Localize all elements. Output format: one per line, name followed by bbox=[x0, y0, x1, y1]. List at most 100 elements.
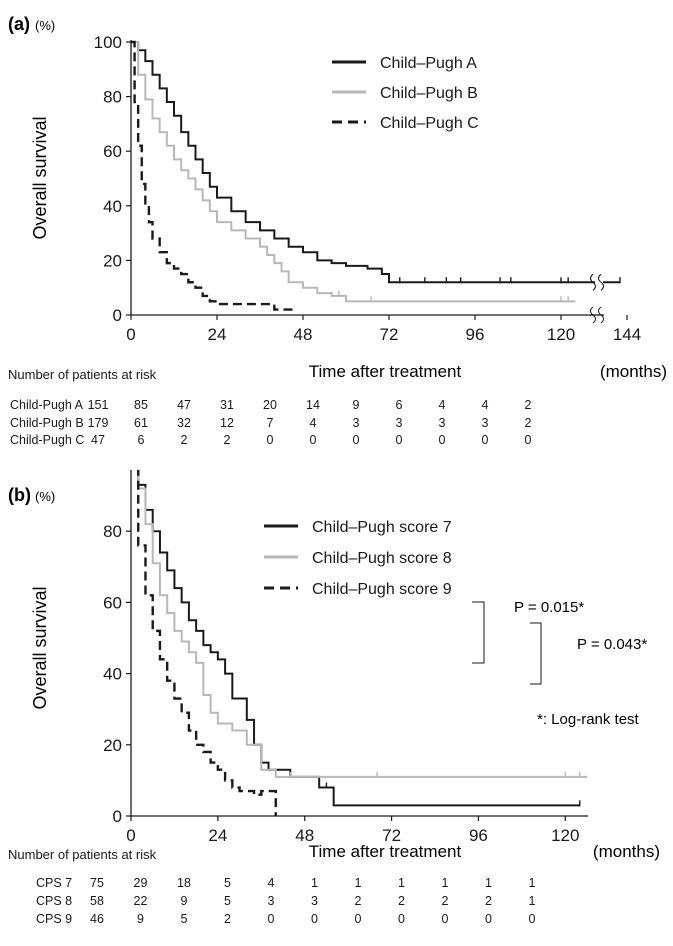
panel-b: (b) (%) Overall survival Time after trea… bbox=[0, 470, 673, 946]
risk-count: 1 bbox=[528, 876, 536, 890]
risk-count: 0 bbox=[485, 912, 492, 926]
risk-count: 0 bbox=[441, 912, 449, 926]
risk-row-label: Child-Pugh B bbox=[10, 415, 84, 430]
risk-count: 5 bbox=[224, 894, 231, 908]
risk-count: 3 bbox=[267, 894, 275, 908]
legend-label: Child–Pugh score 9 bbox=[312, 581, 452, 598]
risk-count: 1 bbox=[398, 876, 405, 890]
x-tick-label: 72 bbox=[380, 325, 399, 344]
risk-count: 0 bbox=[311, 912, 318, 926]
risk-count: 9 bbox=[137, 912, 144, 926]
risk-row: Child-Pugh C 47 6 2 2 0 0 0 0 0 0 0 bbox=[0, 433, 673, 451]
p-bracket-7-8 bbox=[530, 622, 542, 685]
risk-count: 12 bbox=[220, 415, 234, 430]
risk-row-label: CPS 8 bbox=[36, 894, 73, 908]
survival-chart-a: (a) (%) Overall survival Time after trea… bbox=[8, 14, 667, 381]
risk-count: 5 bbox=[224, 876, 231, 890]
risk-count: 2 bbox=[398, 894, 405, 908]
risk-count: 3 bbox=[352, 415, 360, 430]
risk-count: 4 bbox=[438, 398, 446, 412]
risk-count: 9 bbox=[352, 398, 360, 412]
legend-label: Child–Pugh score 7 bbox=[312, 519, 452, 536]
y-unit: (%) bbox=[35, 489, 55, 504]
risk-row-label: CPS 9 bbox=[36, 912, 73, 926]
y-axis-label: Overall survival bbox=[30, 116, 50, 239]
risk-count: 2 bbox=[524, 415, 532, 430]
risk-count: 58 bbox=[90, 894, 104, 908]
x-tick-label: 0 bbox=[126, 826, 135, 845]
y-tick-label: 80 bbox=[103, 88, 122, 107]
p-bracket-7-9 bbox=[472, 601, 485, 664]
x-tick-label: 120 bbox=[551, 826, 579, 845]
y-tick-label: 60 bbox=[103, 593, 122, 612]
risk-count: 22 bbox=[133, 894, 148, 908]
risk-count: 0 bbox=[395, 433, 403, 447]
risk-count: 4 bbox=[481, 398, 489, 412]
x-tick-label: 144 bbox=[613, 325, 641, 344]
risk-count: 9 bbox=[180, 894, 188, 908]
risk-count: 2 bbox=[485, 894, 492, 908]
x-axis-label: Time after treatment bbox=[309, 842, 462, 861]
break-gap bbox=[595, 278, 603, 287]
y-tick-label: 0 bbox=[113, 306, 122, 325]
risk-count: 0 bbox=[481, 433, 489, 447]
risk-table-title: Number of patients at risk bbox=[8, 367, 157, 382]
risk-count: 1 bbox=[441, 876, 449, 890]
series-line-2 bbox=[131, 41, 576, 303]
risk-row: CPS 7 75 29 18 5 4 1 1 1 1 1 1 bbox=[0, 876, 673, 894]
y-tick-label: 40 bbox=[103, 665, 122, 684]
legend-label: Child–Pugh A bbox=[380, 55, 477, 72]
risk-count: 2 bbox=[441, 894, 449, 908]
risk-count: 0 bbox=[438, 433, 446, 447]
risk-count: 32 bbox=[177, 415, 191, 430]
axis-break-x bbox=[590, 306, 596, 324]
plot-area: 0 20 40 60 80 100 0 24 48 72 96 120 144 Child–Pugh A C… bbox=[94, 33, 642, 344]
risk-count: 1 bbox=[354, 876, 362, 890]
risk-count: 5 bbox=[180, 912, 188, 926]
risk-row-label: CPS 7 bbox=[36, 876, 73, 890]
risk-count: 6 bbox=[395, 398, 403, 412]
risk-count: 3 bbox=[438, 415, 446, 430]
risk-count: 179 bbox=[87, 415, 109, 430]
risk-table-title: Number of patients at risk bbox=[8, 847, 157, 862]
risk-row: CPS 9 46 9 5 2 0 0 0 0 0 0 0 bbox=[0, 912, 673, 930]
y-unit: (%) bbox=[35, 18, 55, 33]
series-line-3 bbox=[131, 40, 296, 311]
x-axis-unit: (months) bbox=[593, 842, 660, 861]
y-tick-label: 40 bbox=[103, 197, 122, 216]
risk-count: 3 bbox=[395, 415, 403, 430]
risk-count: 0 bbox=[398, 912, 405, 926]
panel-a: (a) (%) Overall survival Time after trea… bbox=[0, 0, 673, 470]
series-line-2 bbox=[137, 470, 587, 778]
risk-row-label: Child-Pugh A bbox=[10, 398, 83, 412]
risk-count: 3 bbox=[481, 415, 489, 430]
risk-count: 29 bbox=[133, 876, 148, 890]
x-tick-label: 96 bbox=[469, 826, 488, 845]
p-value-7-9: P = 0.015* bbox=[514, 599, 584, 616]
risk-count: 1 bbox=[528, 894, 536, 908]
risk-count: 31 bbox=[220, 398, 234, 412]
p-value-7-8: P = 0.043* bbox=[577, 636, 647, 653]
risk-count: 85 bbox=[134, 398, 148, 412]
risk-count: 4 bbox=[309, 415, 317, 430]
x-tick-label: 48 bbox=[295, 826, 314, 845]
risk-count: 0 bbox=[352, 433, 360, 447]
risk-count: 46 bbox=[90, 912, 104, 926]
axis-break-series bbox=[598, 273, 604, 291]
axis-break-x bbox=[598, 306, 604, 324]
risk-count: 0 bbox=[528, 912, 536, 926]
risk-count: 0 bbox=[267, 912, 275, 926]
x-tick-label: 96 bbox=[466, 325, 485, 344]
x-tick-label: 120 bbox=[547, 325, 575, 344]
risk-count: 20 bbox=[263, 398, 277, 412]
risk-row: Child-Pugh B 179 61 32 12 7 4 3 3 3 3 2 bbox=[0, 416, 673, 434]
risk-count: 2 bbox=[224, 912, 231, 926]
y-tick-label: 80 bbox=[103, 522, 122, 541]
x-axis-unit: (months) bbox=[600, 362, 667, 381]
x-tick-label: 72 bbox=[382, 826, 401, 845]
risk-count: 75 bbox=[90, 876, 104, 890]
x-tick-label: 24 bbox=[208, 325, 227, 344]
risk-count: 0 bbox=[266, 433, 274, 447]
plot-area: 020406080100024487296120Child–Pugh score… bbox=[103, 470, 588, 845]
y-tick-label: 20 bbox=[103, 251, 122, 270]
